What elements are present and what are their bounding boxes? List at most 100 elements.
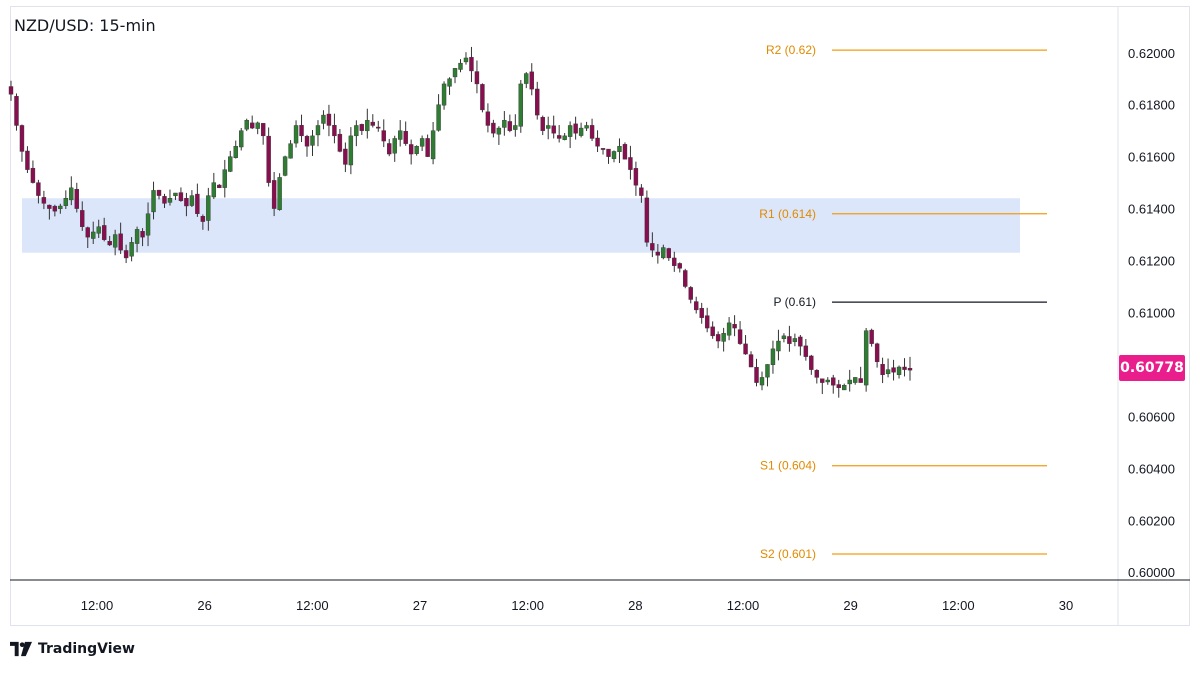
candle-body: [836, 384, 841, 389]
candle-body: [228, 156, 233, 172]
candle-body: [770, 348, 776, 365]
candle-body: [463, 57, 469, 63]
candle-body: [370, 121, 375, 126]
candle-126: [699, 302, 704, 324]
candle-164: [907, 356, 913, 381]
candle-75: [419, 135, 425, 152]
candle-body: [58, 205, 63, 210]
candle-body: [184, 198, 189, 207]
candle-body: [80, 210, 85, 227]
candle-161: [891, 359, 896, 381]
candle-87: [485, 103, 491, 133]
candle-113: [628, 145, 633, 180]
candle-body: [178, 192, 184, 201]
candle-48: [271, 172, 277, 217]
level-label-4: S2 (0.601): [760, 547, 816, 561]
candle-86: [480, 83, 485, 113]
candle-35: [200, 214, 206, 230]
candle-107: [595, 130, 600, 152]
candle-105: [584, 121, 589, 131]
candle-150: [831, 374, 836, 394]
candle-39: [222, 159, 227, 198]
candle-108: [600, 148, 606, 155]
candle-body: [496, 127, 502, 135]
candle-body: [52, 205, 58, 212]
candle-body: [408, 144, 414, 155]
candle-body: [529, 71, 534, 90]
candle-112: [622, 142, 628, 160]
candle-body: [211, 182, 217, 198]
candle-162: [896, 365, 902, 379]
candle-body: [376, 126, 381, 129]
y-tick-label: 0.62000: [1128, 46, 1175, 61]
candle-body: [25, 150, 30, 170]
candle-body: [589, 125, 595, 139]
candle-44: [249, 115, 255, 130]
candle-124: [688, 286, 693, 304]
candle-body: [217, 184, 222, 189]
candle-body: [513, 125, 518, 130]
candle-body: [140, 231, 145, 238]
candle-143: [792, 333, 798, 347]
candle-59: [332, 113, 337, 144]
candle-29: [167, 189, 173, 206]
candle-52: [293, 120, 299, 148]
candle-body: [474, 71, 480, 85]
x-tick-label: 12:00: [942, 598, 975, 613]
candle-body: [661, 247, 666, 259]
candle-body: [41, 197, 47, 204]
candle-body: [809, 355, 814, 370]
candle-53: [299, 114, 304, 143]
y-tick-label: 0.61400: [1128, 202, 1175, 217]
x-tick-label: 12:00: [727, 598, 760, 613]
candle-body: [737, 329, 743, 344]
candle-141: [781, 333, 787, 343]
candle-70: [392, 135, 397, 162]
candle-56: [315, 120, 321, 147]
candle-103: [573, 116, 578, 140]
candle-body: [710, 326, 715, 337]
candle-body: [573, 123, 578, 134]
candle-142: [787, 325, 792, 352]
candle-body: [123, 250, 129, 259]
candle-body: [748, 354, 754, 368]
candle-body: [239, 130, 244, 148]
candle-body: [249, 122, 255, 129]
candle-117: [650, 232, 655, 258]
candle-79: [441, 81, 447, 110]
candle-14: [85, 226, 90, 248]
candle-body: [650, 243, 655, 251]
candle-body: [452, 68, 458, 78]
y-tick-label: 0.61600: [1128, 150, 1175, 165]
candle-body: [348, 135, 354, 166]
candle-body: [694, 301, 699, 311]
candle-body: [69, 187, 74, 201]
candle-body: [425, 138, 430, 157]
candle-body: [277, 177, 282, 210]
candle-body: [118, 233, 123, 251]
candle-151: [836, 379, 841, 398]
candle-body: [282, 156, 288, 176]
candle-148: [820, 378, 825, 395]
candle-body: [293, 125, 299, 144]
level-label-2: P (0.61): [774, 295, 816, 309]
candle-163: [902, 358, 907, 377]
candle-body: [129, 242, 134, 257]
candle-body: [47, 204, 52, 209]
candle-body: [551, 125, 556, 134]
level-label-1: R1 (0.614): [759, 207, 816, 221]
candle-45: [255, 121, 260, 135]
candle-67: [376, 120, 381, 132]
candle-body: [8, 86, 14, 95]
candle-156: [863, 328, 869, 392]
candle-body: [19, 125, 25, 152]
candle-body: [765, 364, 770, 378]
candle-body: [562, 135, 567, 140]
tradingview-brand[interactable]: TradingView: [10, 641, 135, 657]
candle-body: [392, 138, 397, 154]
candle-82: [458, 59, 463, 73]
candle-69: [387, 138, 392, 157]
candle-66: [370, 114, 375, 128]
candle-81: [452, 67, 458, 84]
